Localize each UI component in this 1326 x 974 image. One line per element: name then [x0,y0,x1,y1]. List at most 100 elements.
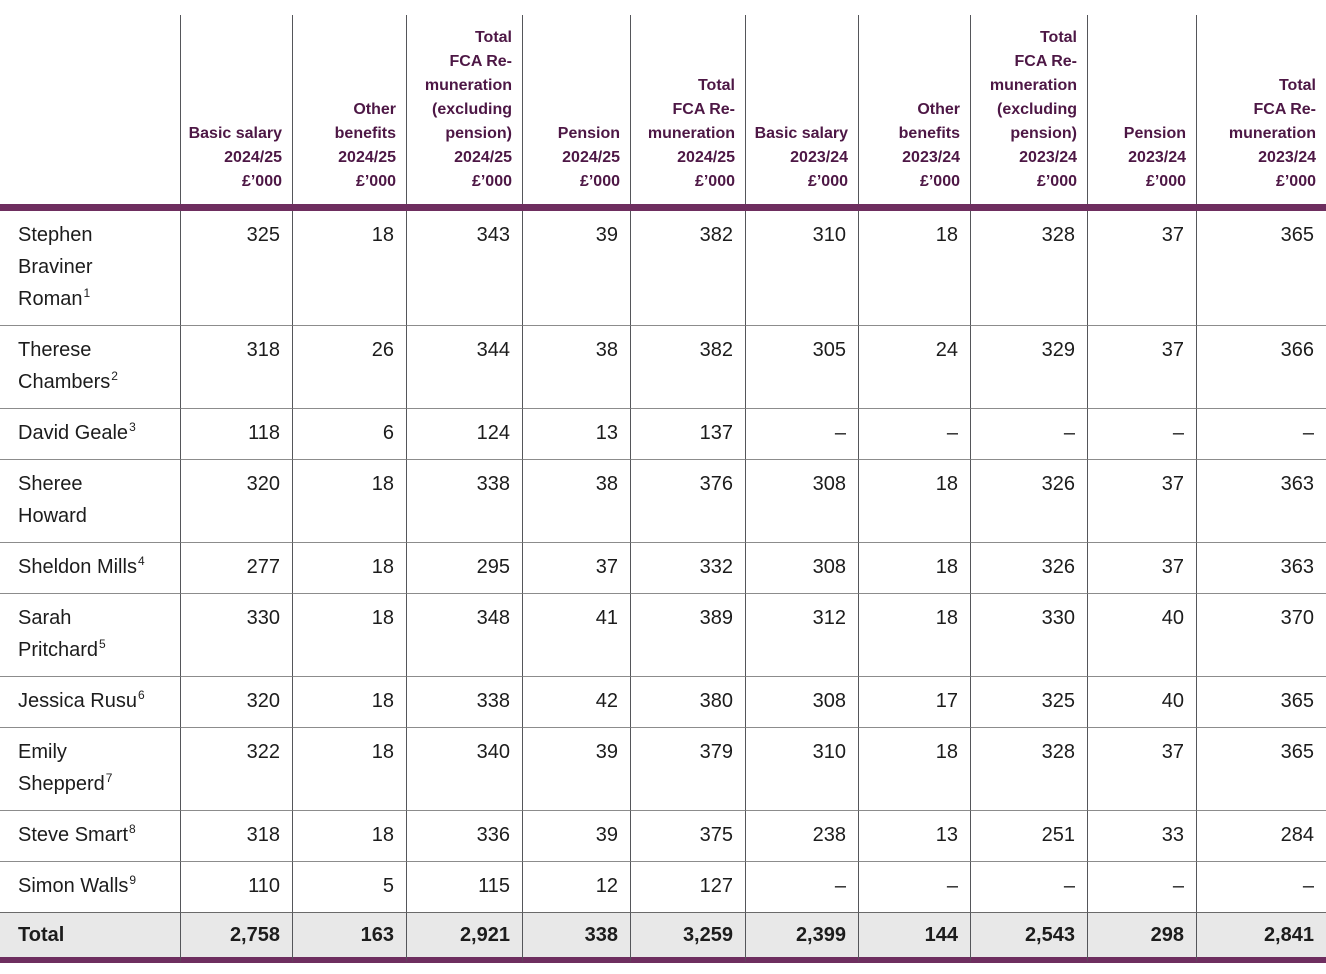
table-header: Basic salary 2024/25 £’000 Other benefit… [0,0,1326,211]
value-cell: 18 [292,542,406,593]
value-cell: 366 [1196,325,1326,408]
total-value-cell: 2,921 [406,912,522,963]
value-cell: 380 [630,676,745,727]
footnote-marker: 8 [129,822,136,837]
value-cell: 33 [1087,810,1196,861]
value-cell: 39 [522,810,630,861]
value-cell: 389 [630,593,745,676]
value-cell: 382 [630,211,745,325]
value-cell: 251 [970,810,1087,861]
footnote-marker: 1 [83,286,91,301]
value-cell: 18 [858,593,970,676]
person-name: Steve Smart [18,824,129,846]
value-cell: 365 [1196,676,1326,727]
header-basic-salary-2023-24: Basic salary 2023/24 £’000 [745,0,858,211]
value-cell: 344 [406,325,522,408]
value-cell: 310 [745,211,858,325]
value-cell: 277 [180,542,292,593]
value-cell: 310 [745,727,858,810]
header-row: Basic salary 2024/25 £’000 Other benefit… [0,0,1326,211]
person-name: Stephen Braviner Roman [18,224,93,310]
value-cell: 37 [522,542,630,593]
table-row: Sarah Pritchard5 330 18 348 41 389 312 18 330 40 3… [0,593,1326,676]
value-cell: 13 [522,408,630,459]
footnote-marker: 4 [137,554,145,569]
total-row: Total 2,758 163 2,921 338 3,259 2,399 14… [0,912,1326,963]
row-name-cell: Sarah Pritchard5 [0,593,180,676]
value-cell: 24 [858,325,970,408]
value-cell: 18 [858,459,970,542]
value-cell: 365 [1196,727,1326,810]
value-cell: 325 [180,211,292,325]
value-cell: 38 [522,325,630,408]
value-cell: 328 [970,211,1087,325]
value-cell: 37 [1087,727,1196,810]
value-cell: 38 [522,459,630,542]
value-cell: 312 [745,593,858,676]
table-row: Jessica Rusu6 320 18 338 42 380 308 17 325 40 365 [0,676,1326,727]
header-other-benefits-2024-25: Other benefits 2024/25 £’000 [292,0,406,211]
value-cell: 305 [745,325,858,408]
value-cell: 370 [1196,593,1326,676]
header-pension-2024-25: Pension 2024/25 £’000 [522,0,630,211]
value-cell: 338 [406,459,522,542]
person-name: Therese Chambers [18,339,111,393]
total-label: Total [0,912,180,963]
total-value-cell: 163 [292,912,406,963]
value-cell: 318 [180,325,292,408]
value-cell: 42 [522,676,630,727]
value-cell: 18 [292,211,406,325]
value-cell: 340 [406,727,522,810]
row-name-cell: Sheldon Mills4 [0,542,180,593]
value-cell: 18 [292,810,406,861]
value-cell: 338 [406,676,522,727]
value-cell: 328 [970,727,1087,810]
value-cell: – [1087,408,1196,459]
value-cell: 330 [180,593,292,676]
value-cell: 363 [1196,459,1326,542]
value-cell: 320 [180,459,292,542]
value-cell: 118 [180,408,292,459]
value-cell: 18 [858,542,970,593]
value-cell: 37 [1087,542,1196,593]
value-cell: 37 [1087,211,1196,325]
header-basic-salary-2024-25: Basic salary 2024/25 £’000 [180,0,292,211]
value-cell: 332 [630,542,745,593]
row-name-cell: Steve Smart8 [0,810,180,861]
footnote-marker: 7 [105,771,113,786]
value-cell: 5 [292,861,406,912]
value-cell: 326 [970,459,1087,542]
total-value-cell: 298 [1087,912,1196,963]
value-cell: 343 [406,211,522,325]
value-cell: 110 [180,861,292,912]
value-cell: – [858,408,970,459]
total-value-cell: 2,758 [180,912,292,963]
value-cell: 308 [745,459,858,542]
value-cell: 12 [522,861,630,912]
value-cell: 17 [858,676,970,727]
value-cell: 363 [1196,542,1326,593]
header-cell-name [0,0,180,211]
header-other-benefits-2023-24: Other benefits 2023/24 £’000 [858,0,970,211]
value-cell: 320 [180,676,292,727]
value-cell: 26 [292,325,406,408]
value-cell: – [970,861,1087,912]
total-value-cell: 2,543 [970,912,1087,963]
row-name-cell: Emily Shepperd7 [0,727,180,810]
value-cell: 376 [630,459,745,542]
table-body: Stephen Braviner Roman1 325 18 343 39 382 310 1… [0,211,1326,912]
value-cell: – [858,861,970,912]
value-cell: 18 [858,211,970,325]
table-row: Sheree Howard 320 18 338 38 376 308 18 326 37 363 [0,459,1326,542]
value-cell: 115 [406,861,522,912]
table-footer: Total 2,758 163 2,921 338 3,259 2,399 14… [0,912,1326,963]
value-cell: 18 [292,727,406,810]
value-cell: – [745,861,858,912]
header-pension-2023-24: Pension 2023/24 £’000 [1087,0,1196,211]
header-total-excl-pension-2023-24: Total FCA Re- muneration (excluding pens… [970,0,1087,211]
row-name-cell: Stephen Braviner Roman1 [0,211,180,325]
total-value-cell: 3,259 [630,912,745,963]
total-value-cell: 144 [858,912,970,963]
